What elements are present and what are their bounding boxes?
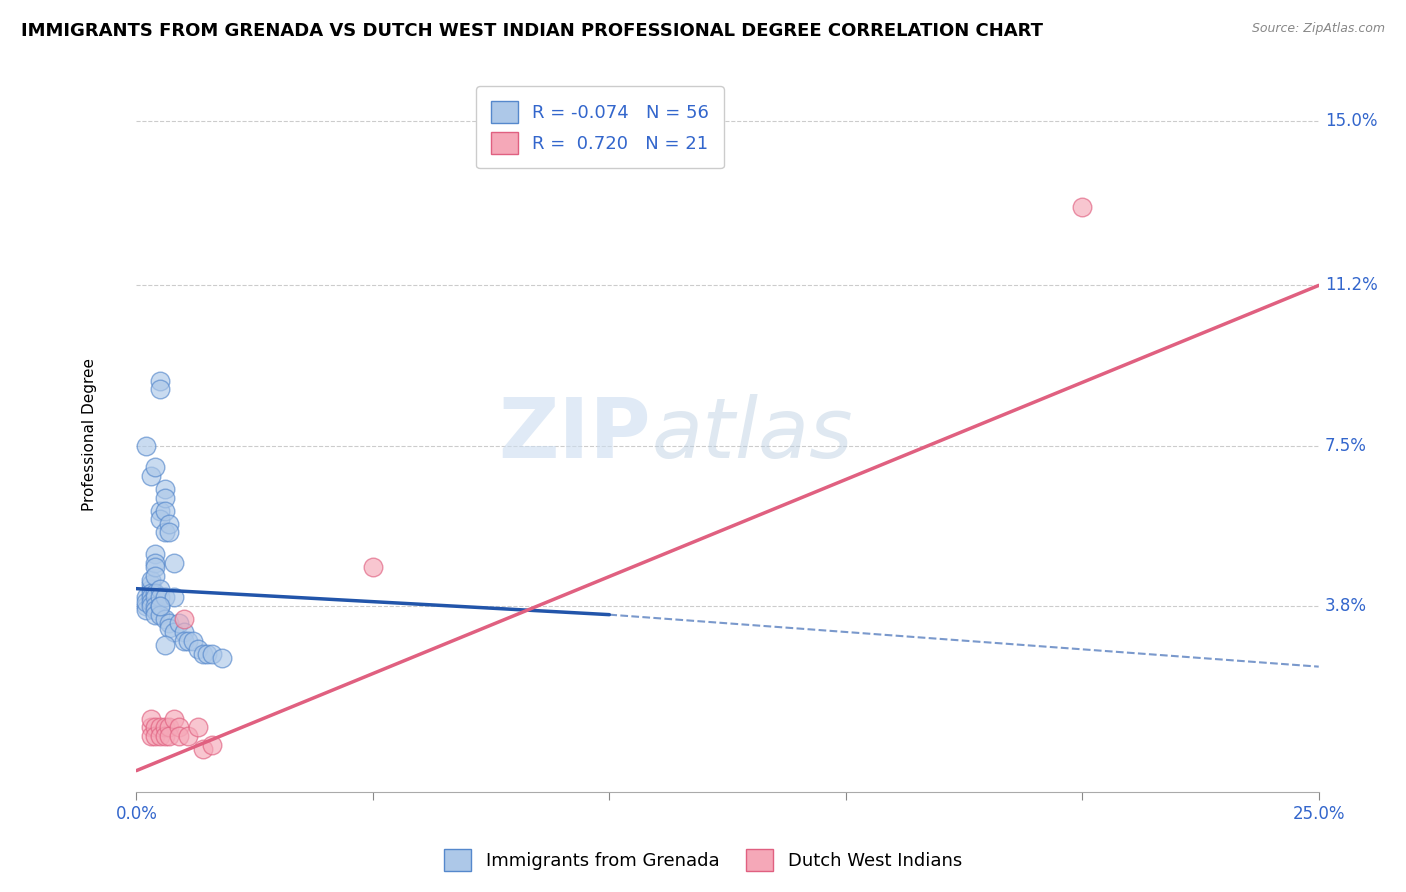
Point (139, 573, 162, 587)
Point (139, 720, 162, 734)
Point (143, 729, 166, 743)
Point (135, 595, 157, 609)
Point (143, 720, 166, 734)
Legend: R = -0.074   N = 56, R =  0.720   N = 21: R = -0.074 N = 56, R = 0.720 N = 21 (477, 87, 724, 169)
Point (135, 591, 157, 605)
Point (153, 720, 176, 734)
Point (139, 591, 162, 605)
Point (211, 651, 233, 665)
Point (135, 599, 157, 613)
Point (135, 439, 157, 453)
Point (159, 621, 181, 635)
Point (153, 525, 176, 540)
Text: 11.2%: 11.2% (1324, 277, 1378, 294)
Point (153, 638, 176, 652)
Point (149, 607, 172, 622)
Point (173, 633, 195, 648)
Point (167, 616, 190, 631)
Point (181, 633, 204, 648)
Point (139, 582, 162, 596)
Point (143, 591, 166, 605)
Point (159, 729, 181, 743)
Point (153, 729, 176, 743)
Point (159, 720, 181, 734)
Point (187, 720, 209, 734)
Text: 3.8%: 3.8% (1324, 597, 1367, 615)
Point (149, 582, 172, 596)
Point (191, 647, 214, 661)
Text: IMMIGRANTS FROM GRENADA VS DUTCH WEST INDIAN PROFESSIONAL DEGREE CORRELATION CHA: IMMIGRANTS FROM GRENADA VS DUTCH WEST IN… (21, 22, 1043, 40)
Point (139, 469, 162, 483)
Point (167, 720, 190, 734)
Text: Professional Degree: Professional Degree (82, 359, 97, 511)
Point (149, 504, 172, 518)
Point (163, 625, 186, 640)
Point (149, 591, 172, 605)
Text: 15.0%: 15.0% (1324, 112, 1376, 129)
Point (1071, 201, 1094, 215)
Point (177, 729, 200, 743)
Point (143, 607, 166, 622)
Point (167, 729, 190, 743)
Point (139, 577, 162, 591)
Text: Source: ZipAtlas.com: Source: ZipAtlas.com (1251, 22, 1385, 36)
Point (143, 556, 166, 570)
Point (163, 591, 186, 605)
Point (143, 560, 166, 574)
Point (143, 460, 166, 475)
Point (173, 625, 195, 640)
Point (149, 383, 172, 397)
Text: atlas: atlas (652, 394, 853, 475)
Point (153, 591, 176, 605)
Point (149, 512, 172, 526)
Point (177, 633, 200, 648)
Point (135, 603, 157, 617)
Text: ZIP: ZIP (498, 394, 651, 475)
Point (361, 560, 384, 574)
Point (187, 642, 209, 657)
Point (163, 712, 186, 726)
Point (139, 599, 162, 613)
Point (149, 599, 172, 613)
Point (159, 525, 181, 540)
Point (139, 729, 162, 743)
Point (149, 599, 172, 613)
Point (153, 504, 176, 518)
Legend: Immigrants from Grenada, Dutch West Indians: Immigrants from Grenada, Dutch West Indi… (437, 842, 969, 879)
Point (159, 616, 181, 631)
Point (139, 586, 162, 600)
Point (201, 647, 224, 661)
Point (153, 482, 176, 496)
Point (153, 612, 176, 626)
Point (139, 595, 162, 609)
Point (173, 612, 195, 626)
Point (139, 712, 162, 726)
Point (143, 547, 166, 561)
Point (143, 568, 166, 582)
Point (143, 586, 166, 600)
Point (195, 647, 218, 661)
Point (201, 738, 224, 752)
Point (149, 729, 172, 743)
Point (191, 742, 214, 756)
Point (149, 374, 172, 388)
Point (163, 556, 186, 570)
Point (143, 599, 166, 613)
Point (143, 603, 166, 617)
Text: 7.5%: 7.5% (1324, 437, 1367, 455)
Point (149, 720, 172, 734)
Point (159, 516, 181, 531)
Point (153, 491, 176, 505)
